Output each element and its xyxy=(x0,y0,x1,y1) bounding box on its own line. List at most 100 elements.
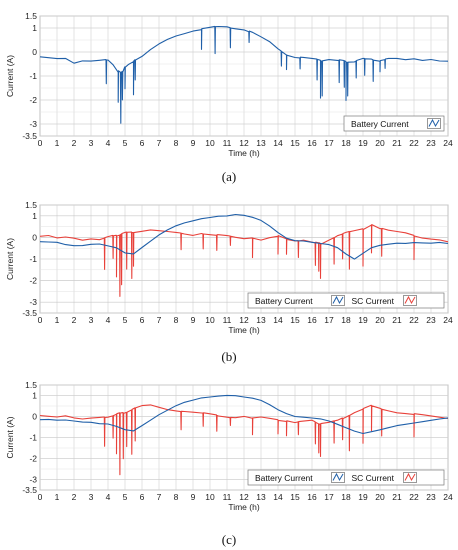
x-tick-label: 6 xyxy=(140,138,145,148)
x-tick-label: 21 xyxy=(392,138,402,148)
x-tick-label: 5 xyxy=(123,492,128,502)
y-tick-label: 1 xyxy=(32,211,37,221)
x-tick-label: 19 xyxy=(358,315,368,325)
x-tick-label: 23 xyxy=(426,492,436,502)
x-tick-label: 0 xyxy=(38,492,43,502)
y-axis-label: Current (A) xyxy=(5,416,15,458)
legend-box xyxy=(247,292,445,309)
x-tick-label: 12 xyxy=(239,138,249,148)
x-tick-label: 22 xyxy=(409,492,419,502)
x-tick-label: 11 xyxy=(223,138,232,148)
x-tick-label: 18 xyxy=(341,138,351,148)
chart-panel-a: 0 1 2 3 4 5 6 7 8 9 10 11 12 13 14 15 16 17 18 19 20 21 22 23 24… xyxy=(5,11,453,158)
legend-label-battery-current: Battery Current xyxy=(255,296,313,306)
x-tick-label: 3 xyxy=(89,492,94,502)
legend-box xyxy=(247,469,445,486)
x-tick-label: 17 xyxy=(324,138,334,148)
x-tick-label: 6 xyxy=(140,315,145,325)
x-tick-label: 21 xyxy=(392,492,402,502)
legend-swatch-battery-current xyxy=(332,295,344,305)
x-tick-label: 20 xyxy=(375,315,385,325)
legend-box xyxy=(343,115,445,132)
x-tick-label: 16 xyxy=(307,492,317,502)
x-tick-label: 5 xyxy=(123,315,128,325)
caption-b: (b) xyxy=(221,349,236,364)
y-tick-label: 1.5 xyxy=(25,380,37,390)
y-tick-label: 1.5 xyxy=(25,11,37,21)
x-tick-label: 12 xyxy=(239,315,249,325)
x-axis-label: Time (h) xyxy=(228,502,259,512)
chart-panel-c: 0 1 2 3 4 5 6 7 8 9 10 11 12 13 14 15 16 17 18 19 20 21 22 23 24… xyxy=(5,380,453,512)
x-tick-label: 13 xyxy=(256,315,266,325)
x-tick-label: 2 xyxy=(72,138,77,148)
x-tick-label: 20 xyxy=(375,138,385,148)
x-tick-label: 4 xyxy=(106,138,111,148)
x-tick-label: 0 xyxy=(38,138,43,148)
battery-current-line xyxy=(39,25,449,124)
battery-current-line xyxy=(39,213,449,260)
x-tick-label: 3 xyxy=(89,138,94,148)
x-tick-label: 16 xyxy=(307,138,317,148)
y-tick-label: 0 xyxy=(32,47,37,57)
x-axis-label: Time (h) xyxy=(228,325,259,335)
y-tick-label: 1 xyxy=(32,391,37,401)
x-tick-label: 10 xyxy=(205,492,215,502)
x-tick-label: 1 xyxy=(55,492,60,502)
x-tick-label: 8 xyxy=(174,315,179,325)
x-tick-label: 8 xyxy=(174,138,179,148)
y-axis-label: Current (A) xyxy=(5,238,15,280)
x-tick-label: 5 xyxy=(123,138,128,148)
x-tick-label: 18 xyxy=(341,492,351,502)
y-tick-label: -3.5 xyxy=(22,308,37,318)
legend-swatch-battery-current xyxy=(332,472,344,482)
x-tick-label: 14 xyxy=(273,315,283,325)
x-tick-label: 4 xyxy=(106,315,111,325)
x-tick-label: 9 xyxy=(191,492,196,502)
chart-panel-b: 0 1 2 3 4 5 6 7 8 9 10 11 12 13 14 15 16 17 18 19 20 21 22 23 24… xyxy=(5,200,453,335)
x-tick-label: 11 xyxy=(223,315,232,325)
x-tick-label: 3 xyxy=(89,315,94,325)
x-tick-label: 1 xyxy=(55,138,60,148)
y-tick-label: 1.5 xyxy=(25,200,37,210)
y-tick-label: -3 xyxy=(29,297,37,307)
legend: Battery Current SC Current xyxy=(247,292,445,309)
x-tick-label: 14 xyxy=(273,492,283,502)
x-tick-label: 15 xyxy=(290,315,300,325)
y-tick-label: -3.5 xyxy=(22,131,37,141)
x-tick-label: 12 xyxy=(239,492,249,502)
x-tick-label: 18 xyxy=(341,315,351,325)
y-tick-label: 1 xyxy=(32,23,37,33)
x-tick-label: 23 xyxy=(426,315,436,325)
x-tick-label: 17 xyxy=(324,315,334,325)
legend: Battery Current SC Current xyxy=(247,469,445,486)
x-tick-label: 16 xyxy=(307,315,317,325)
x-tick-label: 22 xyxy=(409,138,419,148)
x-tick-label: 9 xyxy=(191,138,196,148)
x-tick-label: 17 xyxy=(324,492,334,502)
x-tick-label: 1 xyxy=(55,315,60,325)
x-tick-label: 2 xyxy=(72,315,77,325)
x-tick-label: 6 xyxy=(140,492,145,502)
y-tick-label: 0 xyxy=(32,412,37,422)
caption-c: (c) xyxy=(222,532,236,547)
y-tick-label: -3 xyxy=(29,475,37,485)
x-tick-label: 11 xyxy=(223,492,232,502)
x-tick-label: 24 xyxy=(443,138,453,148)
x-tick-label: 10 xyxy=(205,138,215,148)
y-tick-label: -2 xyxy=(29,276,37,286)
x-tick-label: 7 xyxy=(157,315,162,325)
x-tick-label: 13 xyxy=(256,492,266,502)
x-tick-label: 7 xyxy=(157,138,162,148)
y-tick-label: -1 xyxy=(29,254,37,264)
x-tick-label: 20 xyxy=(375,492,385,502)
y-tick-label: -1 xyxy=(29,71,37,81)
x-tick-label: 22 xyxy=(409,315,419,325)
sc-current-line xyxy=(39,224,449,297)
legend-label-sc-current: SC Current xyxy=(352,473,395,483)
x-tick-label: 15 xyxy=(290,138,300,148)
x-tick-label: 2 xyxy=(72,492,77,502)
x-tick-label: 4 xyxy=(106,492,111,502)
x-tick-label: 21 xyxy=(392,315,402,325)
legend-label-sc-current: SC Current xyxy=(352,296,395,306)
